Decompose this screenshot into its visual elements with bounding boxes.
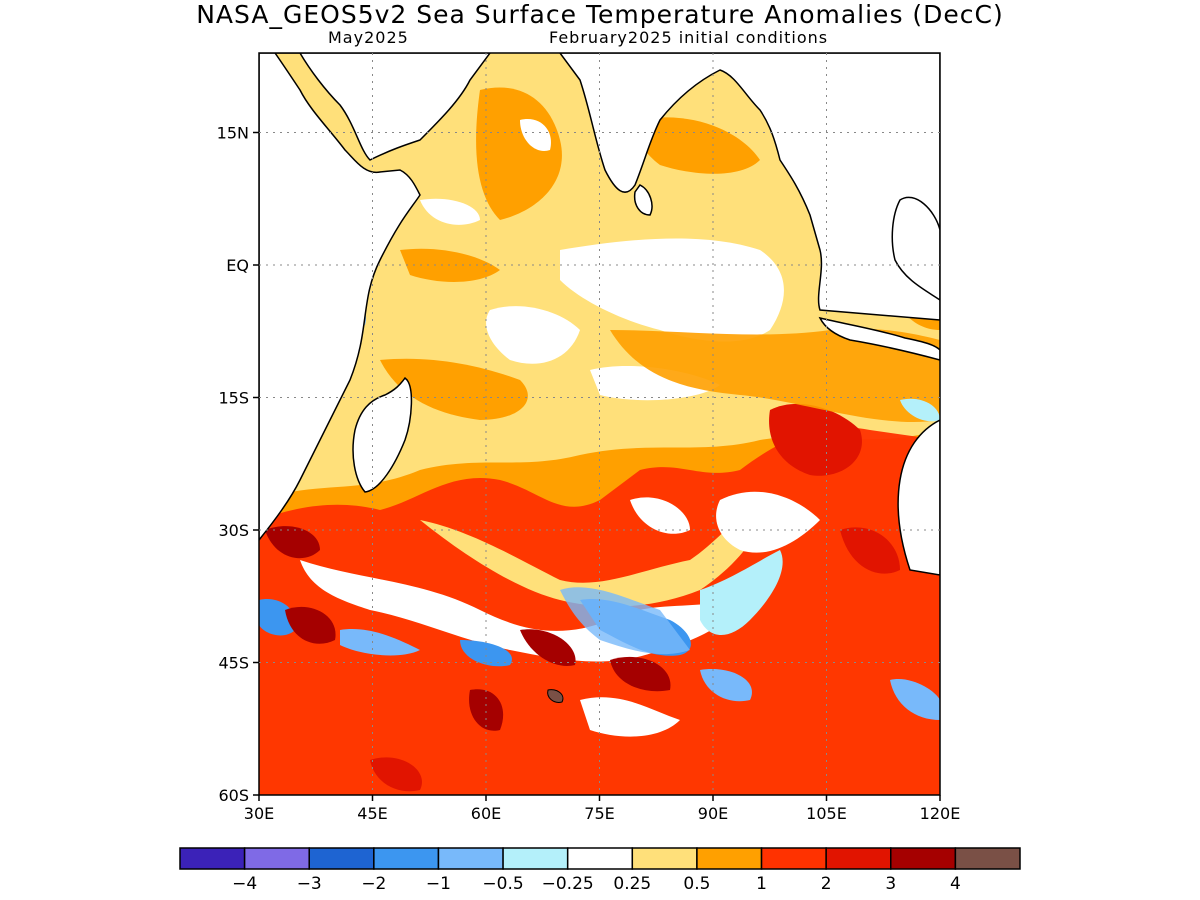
lat-tick-label: 60S: [218, 786, 249, 805]
colorbar-label: 0.25: [613, 874, 651, 894]
colorbar-swatch: [373, 847, 440, 870]
colorbar-label: 1: [756, 874, 767, 894]
colorbar-label: −0.5: [482, 874, 523, 894]
colorbar-label: 3: [885, 874, 896, 894]
chart-title: NASA_GEOS5v2 Sea Surface Temperature Ano…: [196, 0, 1004, 29]
colorbar-swatch: [825, 847, 892, 870]
colorbar-swatch: [308, 847, 375, 870]
colorbar-swatch: [696, 847, 763, 870]
lon-tick-label: 75E: [584, 804, 614, 823]
colorbar: −4 −3 −2 −1 −0.5 −0.25 0.25 0.5 1 2 3 4: [179, 847, 1021, 894]
lon-tick-label: 45E: [357, 804, 387, 823]
lat-tick-label: 45S: [218, 654, 249, 673]
colorbar-swatch: [890, 847, 957, 870]
lon-tick-label: 105E: [806, 804, 847, 823]
asia-landmass: [559, 53, 940, 321]
lon-tick-label: 30E: [244, 804, 274, 823]
lon-tick-label: 90E: [698, 804, 728, 823]
graticule: [259, 53, 940, 795]
colorbar-label: 2: [821, 874, 832, 894]
colorbar-swatch: [502, 847, 569, 870]
anomaly-fields: [259, 53, 940, 795]
lat-tick-label: 15S: [218, 389, 249, 408]
sri-lanka-landmass: [633, 184, 653, 216]
colorbar-label: −2: [361, 874, 386, 894]
borneo-landmass: [891, 196, 940, 301]
indonesia-landmass: [818, 316, 940, 361]
lat-tick-label: EQ: [226, 256, 249, 275]
colorbar-label: 4: [950, 874, 961, 894]
colorbar-label: 0.5: [683, 874, 710, 894]
colorbar-swatch: [954, 847, 1021, 870]
colorbar-swatch: [243, 847, 310, 870]
arabia-landmass: [259, 53, 491, 161]
colorbar-swatch: [179, 847, 246, 870]
australia-landmass: [897, 419, 940, 576]
lat-tick-label: 30S: [218, 521, 249, 540]
forecast-month: May2025: [328, 28, 409, 47]
colorbar-label: −0.25: [542, 874, 594, 894]
colorbar-label: −4: [232, 874, 257, 894]
colorbar-swatch: [631, 847, 698, 870]
madagascar-landmass: [352, 376, 413, 493]
colorbar-label: −3: [297, 874, 322, 894]
longitude-axis: 30E 45E 60E 75E 90E 105E 120E: [244, 795, 961, 823]
lat-tick-label: 15N: [217, 124, 249, 143]
africa-landmass: [259, 53, 421, 542]
kerguelen-island: [547, 689, 564, 703]
initial-conditions-label: February2025 initial conditions: [549, 28, 829, 47]
colorbar-swatch: [566, 847, 634, 870]
lon-tick-label: 60E: [471, 804, 501, 823]
colorbar-label: −1: [426, 874, 451, 894]
lon-tick-label: 120E: [920, 804, 961, 823]
colorbar-swatch: [437, 847, 504, 870]
colorbar-swatch: [760, 847, 827, 870]
latitude-axis: 15N EQ 15S 30S 45S 60S: [217, 124, 259, 805]
